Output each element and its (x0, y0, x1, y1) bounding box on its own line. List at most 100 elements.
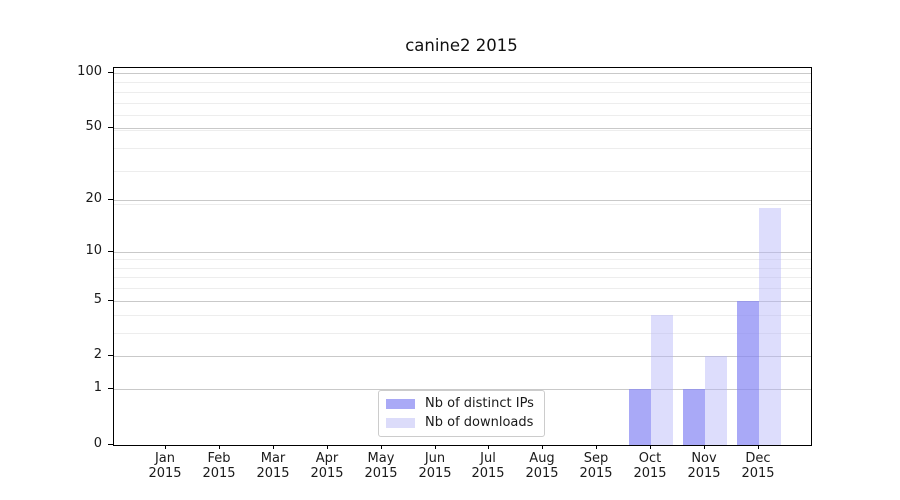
x-tick-month-oct: Oct (638, 451, 662, 466)
bar-distinct-ips-dec (737, 301, 759, 445)
x-tick-label-feb: Feb 2015 (189, 451, 249, 481)
gridline-major-1 (114, 389, 811, 390)
x-tick-year-jul: 2015 (471, 466, 505, 481)
bar-downloads-nov (705, 356, 727, 445)
bar-distinct-ips-nov (683, 389, 705, 445)
x-tick-month-jul: Jul (480, 451, 496, 466)
gridline-minor-29 (114, 171, 811, 172)
x-tick-label-jun: Jun 2015 (405, 451, 465, 481)
gridline-minor-3 (114, 333, 811, 334)
x-tick-mark-oct (650, 445, 651, 449)
x-tick-label-jul: Jul 2015 (458, 451, 518, 481)
x-tick-year-oct: 2015 (633, 466, 667, 481)
x-tick-mark-nov (704, 445, 705, 449)
y-tick-mark-1 (108, 388, 113, 389)
x-tick-label-mar: Mar 2015 (243, 451, 303, 481)
x-tick-month-dec: Dec (745, 451, 771, 466)
x-tick-month-mar: Mar (260, 451, 286, 466)
x-tick-mark-apr (327, 445, 328, 449)
x-tick-year-may: 2015 (364, 466, 398, 481)
x-tick-year-dec: 2015 (741, 466, 775, 481)
x-tick-mark-jan (165, 445, 166, 449)
x-tick-mark-jun (435, 445, 436, 449)
gridline-major-5 (114, 301, 811, 302)
x-tick-year-sep: 2015 (579, 466, 613, 481)
x-tick-mark-mar (273, 445, 274, 449)
x-tick-mark-may (381, 445, 382, 449)
legend-item-distinct-ips: Nb of distinct IPs (386, 396, 537, 412)
legend-item-downloads: Nb of downloads (386, 415, 537, 431)
chart-title: canine2 2015 (405, 36, 518, 55)
x-tick-month-feb: Feb (207, 451, 231, 466)
gridline-minor-6 (114, 288, 811, 289)
x-tick-label-oct: Oct 2015 (620, 451, 680, 481)
y-tick-mark-100 (108, 72, 113, 73)
x-tick-year-jan: 2015 (148, 466, 182, 481)
bar-downloads-oct (651, 315, 673, 445)
legend-label-distinct-ips: Nb of distinct IPs (425, 396, 534, 411)
x-tick-month-sep: Sep (583, 451, 609, 466)
x-tick-label-aug: Aug 2015 (512, 451, 572, 481)
x-tick-label-may: May 2015 (351, 451, 411, 481)
y-tick-label-2: 2 (93, 347, 102, 362)
gridline-minor-7 (114, 277, 811, 278)
x-tick-year-nov: 2015 (687, 466, 721, 481)
plot-area (113, 67, 812, 446)
gridline-major-100 (114, 73, 811, 74)
x-tick-mark-sep (596, 445, 597, 449)
y-tick-mark-0 (108, 444, 113, 445)
x-tick-label-sep: Sep 2015 (566, 451, 626, 481)
x-tick-mark-aug (542, 445, 543, 449)
bar-distinct-ips-oct (629, 389, 651, 445)
gridline-minor-59 (114, 115, 811, 116)
gridline-minor-39 (114, 148, 811, 149)
x-tick-month-apr: Apr (315, 451, 339, 466)
gridline-minor-69 (114, 103, 811, 104)
x-tick-year-mar: 2015 (256, 466, 290, 481)
gridline-major-50 (114, 128, 811, 129)
y-tick-label-100: 100 (77, 64, 102, 79)
x-tick-month-aug: Aug (529, 451, 555, 466)
y-tick-mark-20 (108, 199, 113, 200)
y-tick-mark-5 (108, 300, 113, 301)
x-tick-label-jan: Jan 2015 (135, 451, 195, 481)
x-tick-mark-feb (219, 445, 220, 449)
gridline-minor-49 (114, 130, 811, 131)
x-tick-label-dec: Dec 2015 (728, 451, 788, 481)
x-tick-year-aug: 2015 (525, 466, 559, 481)
y-tick-label-0: 0 (93, 436, 102, 451)
legend-label-downloads: Nb of downloads (425, 415, 534, 430)
legend-swatch-distinct-ips (386, 399, 415, 409)
x-tick-mark-dec (758, 445, 759, 449)
legend-swatch-downloads (386, 418, 415, 428)
legend: Nb of distinct IPs Nb of downloads (378, 390, 545, 437)
y-tick-label-20: 20 (85, 191, 102, 206)
x-tick-year-jun: 2015 (418, 466, 452, 481)
gridline-major-10 (114, 252, 811, 253)
x-tick-year-apr: 2015 (310, 466, 344, 481)
x-tick-month-jan: Jan (154, 451, 176, 466)
gridline-major-2 (114, 356, 811, 357)
x-tick-month-nov: Nov (691, 451, 717, 466)
x-tick-year-feb: 2015 (202, 466, 236, 481)
y-tick-label-1: 1 (93, 380, 102, 395)
gridline-major-20 (114, 200, 811, 201)
y-tick-mark-2 (108, 355, 113, 356)
bar-downloads-dec (759, 208, 781, 445)
gridline-minor-4 (114, 315, 811, 316)
gridline-minor-79 (114, 92, 811, 93)
y-tick-label-50: 50 (85, 119, 102, 134)
gridline-minor-8 (114, 268, 811, 269)
gridline-minor-9 (114, 259, 811, 260)
y-tick-label-10: 10 (85, 243, 102, 258)
x-tick-label-nov: Nov 2015 (674, 451, 734, 481)
y-tick-mark-10 (108, 251, 113, 252)
gridline-minor-19 (114, 204, 811, 205)
x-tick-mark-jul (488, 445, 489, 449)
gridline-minor-89 (114, 82, 811, 83)
x-tick-month-jun: Jun (424, 451, 446, 466)
x-tick-month-may: May (367, 451, 395, 466)
x-tick-label-apr: Apr 2015 (297, 451, 357, 481)
y-tick-mark-50 (108, 127, 113, 128)
